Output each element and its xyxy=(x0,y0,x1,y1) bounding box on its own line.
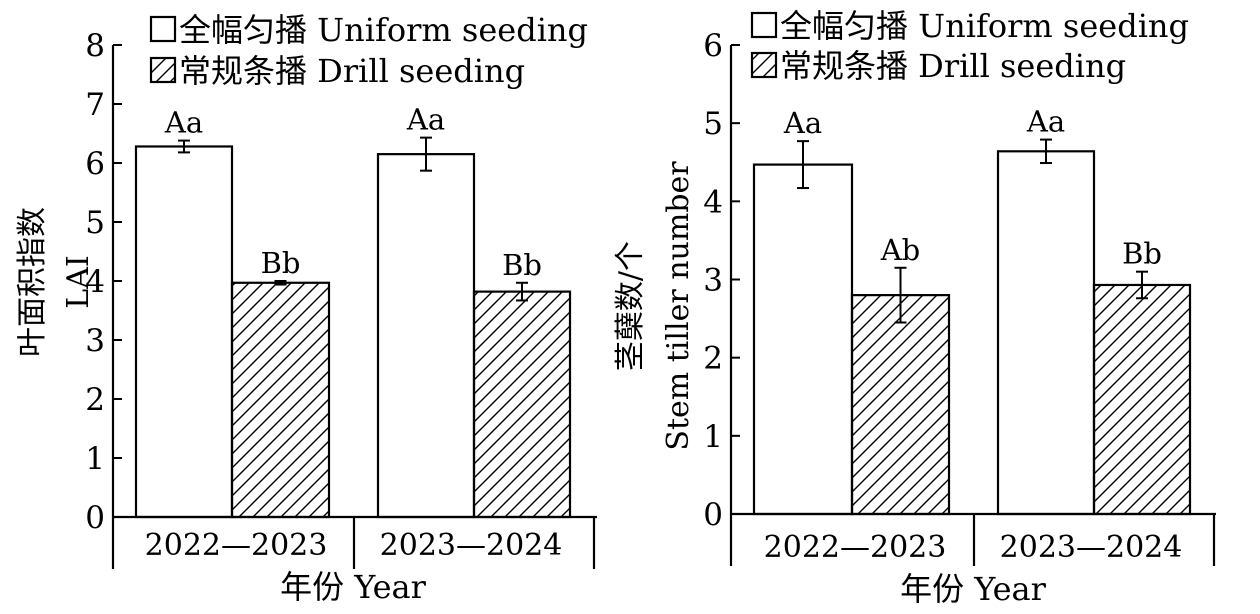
error-bar-drill-2 xyxy=(516,281,528,302)
bar-drill-1 xyxy=(230,281,331,519)
bar-uniform-1 xyxy=(134,145,234,519)
y-tick-label: 3 xyxy=(703,263,723,299)
error-bar-drill-2 xyxy=(1136,270,1148,300)
significance-label: Aa xyxy=(406,103,445,137)
y-tick-label: 7 xyxy=(85,87,105,123)
significance-label: Aa xyxy=(783,106,822,140)
significance-label: Bb xyxy=(502,248,542,282)
error-bar-drill-1 xyxy=(894,266,907,324)
y-tick-label: 8 xyxy=(85,28,105,64)
legend-swatch-uniform xyxy=(149,15,177,43)
significance-label: Aa xyxy=(1026,105,1065,139)
error-bar-uniform-1 xyxy=(178,139,190,154)
y-axis-title-line-1: 叶面积指数 xyxy=(15,207,50,357)
y-axis-title-line-1: 茎蘖数/个 xyxy=(613,241,648,371)
bar-drill-2 xyxy=(472,290,572,519)
chart-1: Aa Bb Aa Bb 0 1 2 3 4 5 6 7 8 2022—2023 2023—2024 年份 Ye… xyxy=(15,11,597,606)
y-tick-label: 0 xyxy=(85,500,105,536)
x-category-label: 2023—2024 xyxy=(1000,530,1183,565)
y-tick-label: 5 xyxy=(703,106,723,142)
legend-label-uniform: 全幅匀播 Uniform seeding xyxy=(780,7,1189,45)
chart-2: Aa Ab Aa Bb 0 1 2 3 4 5 6 2022—2023 2023—2024 年份 Year… xyxy=(613,7,1216,608)
bar-uniform-1 xyxy=(752,163,854,516)
y-tick-label: 6 xyxy=(703,28,723,64)
y-tick-label: 3 xyxy=(85,323,105,359)
significance-label: Ab xyxy=(880,233,921,267)
x-axis-title: 年份 Year xyxy=(900,570,1047,608)
legend-label-drill: 常规条播 Drill seeding xyxy=(179,52,525,90)
error-bar-uniform-2 xyxy=(420,136,432,172)
error-bar-drill-1 xyxy=(274,280,287,286)
y-tick-label: 4 xyxy=(703,184,723,220)
x-axis-title: 年份 Year xyxy=(280,568,427,606)
x-category-label: 2022—2023 xyxy=(145,528,328,563)
y-tick-label: 1 xyxy=(85,441,105,477)
x-category-label: 2022—2023 xyxy=(764,530,947,565)
legend-label-drill: 常规条播 Drill seeding xyxy=(780,47,1126,85)
error-bar-uniform-1 xyxy=(797,140,809,190)
y-tick-label: 0 xyxy=(703,497,723,533)
legend-swatch-uniform xyxy=(750,11,778,39)
bar-drill-2 xyxy=(1092,283,1192,516)
bar-uniform-2 xyxy=(996,150,1096,516)
y-tick-label: 2 xyxy=(703,341,723,377)
y-axis-title-line-2: LAI xyxy=(61,255,96,308)
y-axis-title-line-2: Stem tiller number xyxy=(661,161,696,451)
legend-label-uniform: 全幅匀播 Uniform seeding xyxy=(179,11,588,49)
y-tick-label: 6 xyxy=(85,146,105,182)
y-tick-label: 2 xyxy=(85,382,105,418)
significance-label: Bb xyxy=(261,246,301,280)
y-tick-label: 4 xyxy=(85,264,105,300)
error-bar-uniform-2 xyxy=(1040,138,1052,165)
x-category-label: 2023—2024 xyxy=(380,528,563,563)
y-tick-label: 5 xyxy=(85,205,105,241)
y-tick-label: 1 xyxy=(703,419,723,455)
significance-label: Bb xyxy=(1122,237,1162,271)
significance-label: Aa xyxy=(164,106,203,140)
legend-swatch-drill xyxy=(149,56,177,84)
bar-drill-1 xyxy=(850,294,951,516)
bar-uniform-2 xyxy=(376,153,476,519)
legend-swatch-drill xyxy=(750,51,778,79)
